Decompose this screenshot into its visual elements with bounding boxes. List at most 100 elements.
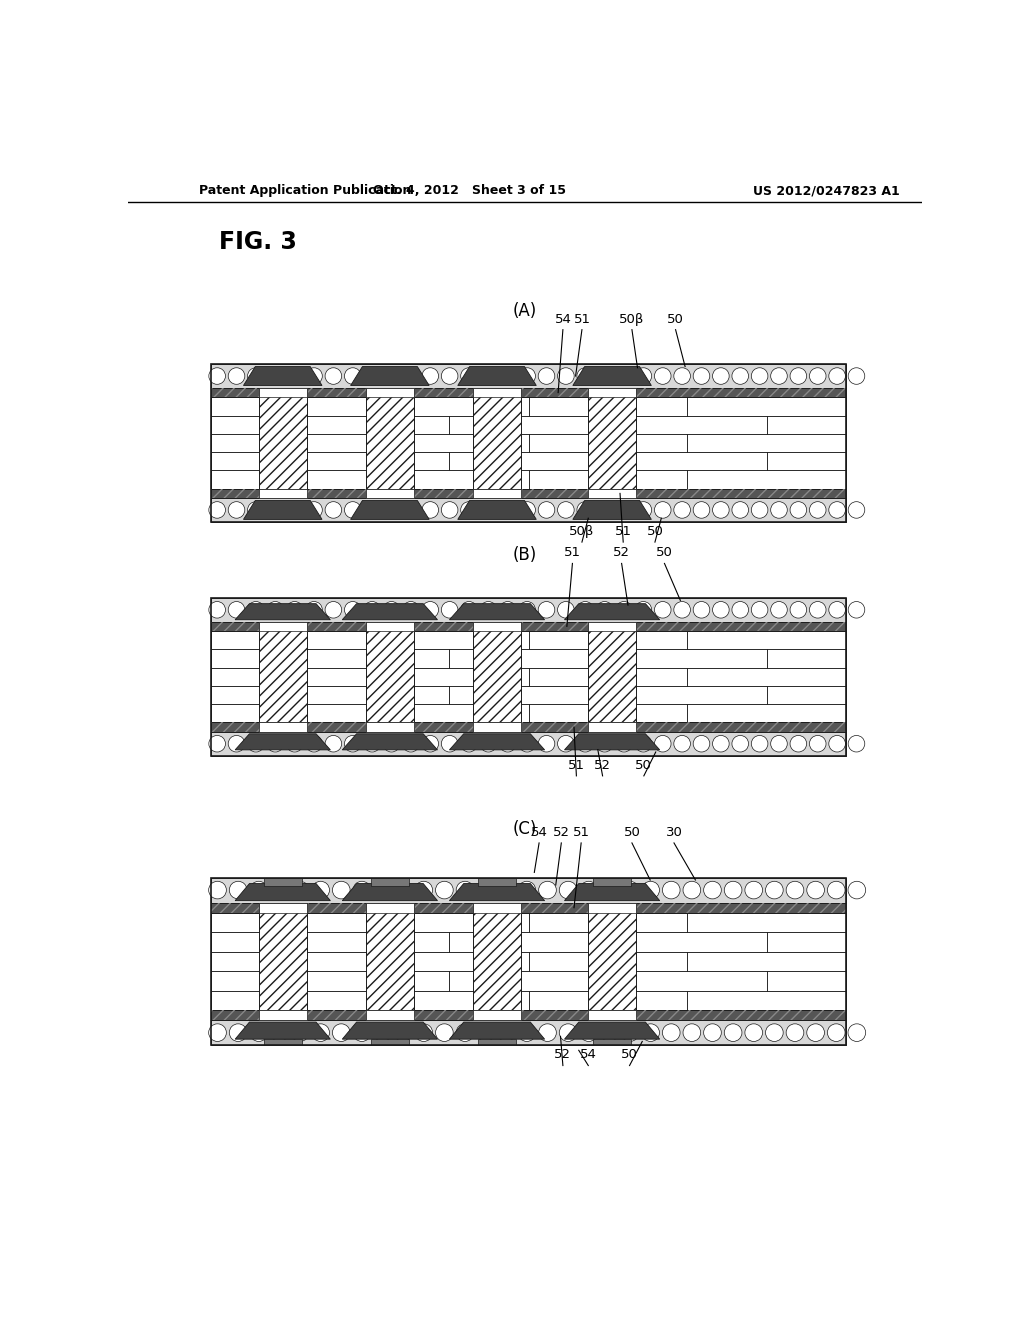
Ellipse shape [791, 602, 807, 618]
Ellipse shape [828, 502, 846, 519]
Bar [211, 631, 846, 722]
Text: Oct. 4, 2012   Sheet 3 of 15: Oct. 4, 2012 Sheet 3 of 15 [373, 185, 565, 198]
Bar [367, 388, 414, 397]
Bar [211, 686, 291, 704]
Bar [211, 598, 846, 755]
Bar [367, 903, 414, 912]
Ellipse shape [577, 735, 594, 752]
Bar [687, 470, 846, 488]
Ellipse shape [422, 368, 438, 384]
Bar [367, 488, 414, 498]
Bar [291, 686, 450, 704]
Ellipse shape [500, 735, 516, 752]
Ellipse shape [848, 735, 865, 752]
Ellipse shape [577, 602, 594, 618]
Ellipse shape [615, 502, 632, 519]
Ellipse shape [539, 735, 555, 752]
Polygon shape [564, 603, 659, 619]
Bar [370, 434, 528, 453]
Ellipse shape [848, 602, 865, 618]
Ellipse shape [402, 368, 419, 384]
Ellipse shape [771, 735, 787, 752]
Ellipse shape [752, 368, 768, 384]
Bar [211, 470, 370, 488]
Bar [370, 952, 528, 972]
Bar [687, 631, 846, 649]
Text: 52: 52 [554, 1048, 571, 1061]
Ellipse shape [752, 602, 768, 618]
Ellipse shape [559, 1024, 577, 1041]
Ellipse shape [724, 882, 742, 899]
Text: 50: 50 [656, 546, 673, 560]
Ellipse shape [654, 735, 671, 752]
Ellipse shape [461, 502, 477, 519]
Ellipse shape [383, 368, 399, 384]
Ellipse shape [786, 1024, 804, 1041]
Text: 50: 50 [636, 759, 652, 772]
Polygon shape [564, 1022, 659, 1039]
Ellipse shape [848, 1024, 865, 1041]
Bar [528, 434, 687, 453]
Bar [211, 397, 370, 416]
Bar [211, 912, 370, 932]
Bar [528, 912, 687, 932]
Ellipse shape [674, 602, 690, 618]
Bar [473, 722, 521, 731]
Ellipse shape [415, 882, 432, 899]
Ellipse shape [791, 735, 807, 752]
Polygon shape [350, 367, 429, 385]
Bar [608, 972, 767, 990]
Ellipse shape [557, 368, 574, 384]
Ellipse shape [480, 735, 497, 752]
Polygon shape [342, 603, 437, 619]
Ellipse shape [663, 882, 680, 899]
Ellipse shape [311, 1024, 330, 1041]
Ellipse shape [364, 602, 381, 618]
Bar [473, 488, 521, 498]
Ellipse shape [333, 1024, 350, 1041]
Bar [367, 622, 414, 631]
Bar [450, 932, 608, 952]
Bar [473, 903, 521, 1010]
Ellipse shape [267, 368, 284, 384]
Ellipse shape [683, 1024, 700, 1041]
Ellipse shape [674, 735, 690, 752]
Ellipse shape [267, 735, 284, 752]
Bar [588, 622, 636, 631]
Ellipse shape [596, 602, 613, 618]
Bar [291, 416, 450, 434]
Ellipse shape [291, 882, 309, 899]
Bar [473, 388, 521, 488]
Ellipse shape [713, 368, 729, 384]
Ellipse shape [500, 502, 516, 519]
Ellipse shape [539, 502, 555, 519]
Ellipse shape [456, 882, 474, 899]
Bar [259, 903, 306, 1010]
Ellipse shape [615, 735, 632, 752]
Polygon shape [450, 603, 545, 619]
Ellipse shape [364, 502, 381, 519]
Ellipse shape [229, 1024, 247, 1041]
Ellipse shape [248, 735, 264, 752]
Ellipse shape [577, 368, 594, 384]
Text: 51: 51 [573, 313, 591, 326]
Polygon shape [450, 883, 545, 900]
Ellipse shape [557, 735, 574, 752]
Bar [450, 453, 608, 470]
Ellipse shape [766, 882, 783, 899]
Ellipse shape [654, 368, 671, 384]
Ellipse shape [724, 1024, 742, 1041]
Ellipse shape [791, 368, 807, 384]
Text: 51: 51 [572, 826, 590, 840]
Bar [608, 453, 767, 470]
Ellipse shape [828, 735, 846, 752]
Bar [473, 622, 521, 631]
Ellipse shape [848, 882, 865, 899]
Bar [211, 388, 846, 397]
Ellipse shape [674, 368, 690, 384]
Bar [211, 903, 846, 912]
Text: 50: 50 [622, 1048, 638, 1061]
Bar [211, 598, 846, 622]
Ellipse shape [498, 882, 515, 899]
Bar [687, 704, 846, 722]
